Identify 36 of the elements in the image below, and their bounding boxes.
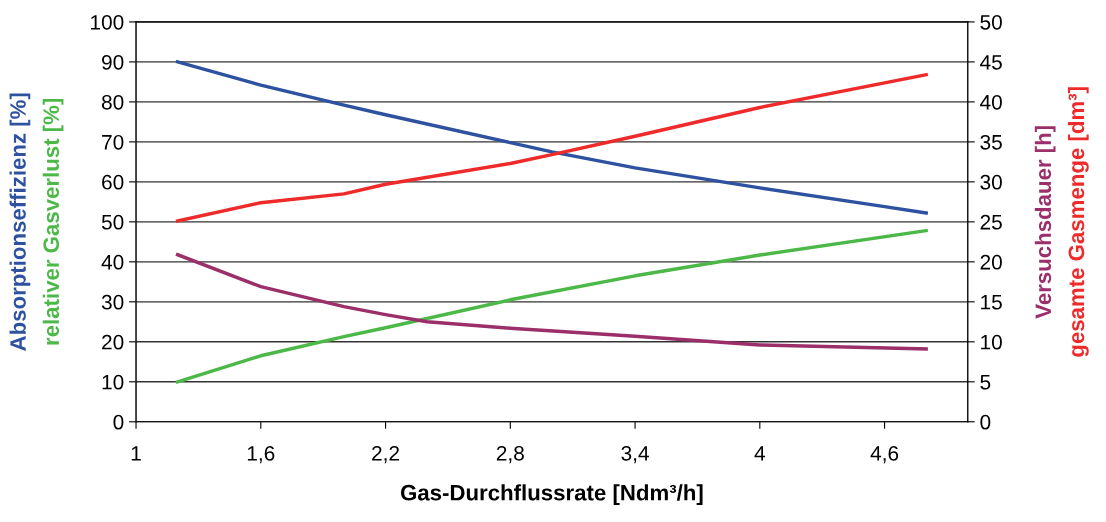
- y-tick-label: 0: [113, 414, 124, 430]
- y2-tick-label: 15: [981, 295, 1002, 310]
- y2-tick-label: 40: [980, 94, 1002, 110]
- line-series: [175, 252, 928, 351]
- x-axis-title: Gas-Durchflussrate [Ndm³/h]: [400, 484, 703, 505]
- y-tick-label: 20: [102, 334, 124, 350]
- x-tick-label: 4,6: [870, 445, 899, 464]
- y2-tick-label: 30: [980, 174, 1002, 190]
- x-tick-label: 1: [131, 446, 141, 461]
- text: Versuchsdauer [h]: [1034, 126, 1056, 319]
- x-tick-label: 1,6: [247, 445, 275, 464]
- y-tick-label: 100: [91, 14, 124, 30]
- x-tick-label: 4: [754, 446, 766, 461]
- y-tick-label: 90: [102, 54, 124, 70]
- text: Absorptionseffizienz [%]: [9, 93, 31, 351]
- x-tick-label: 3,4: [621, 445, 649, 464]
- y2-tick-label: 5: [980, 375, 991, 390]
- y-tick-label: 10: [102, 374, 124, 390]
- y-tick-label: 60: [102, 174, 124, 190]
- y2-tick-label: 45: [980, 55, 1002, 70]
- x-tick-label: 2,2: [372, 445, 399, 464]
- y2-tick-label: 20: [980, 254, 1002, 270]
- text: gesamte Gasmenge [dm³]: [1067, 87, 1089, 357]
- y2-tick-label: 35: [980, 134, 1002, 150]
- y-tick-label: 50: [101, 214, 124, 230]
- y-tick-label: 80: [101, 94, 124, 110]
- y2-tick-label: 10: [981, 334, 1002, 350]
- line-series: [175, 228, 928, 384]
- y-tick-label: 70: [102, 134, 124, 150]
- y-tick-label: 30: [101, 294, 124, 310]
- y2-tick-label: 0: [980, 414, 991, 430]
- y2-tick-label: 50: [980, 14, 1002, 30]
- text: relativer Gasverlust [%]: [42, 98, 64, 345]
- x-tick-label: 2,8: [496, 445, 524, 464]
- y2-tick-label: 25: [980, 214, 1002, 230]
- y-tick-label: 40: [101, 254, 124, 270]
